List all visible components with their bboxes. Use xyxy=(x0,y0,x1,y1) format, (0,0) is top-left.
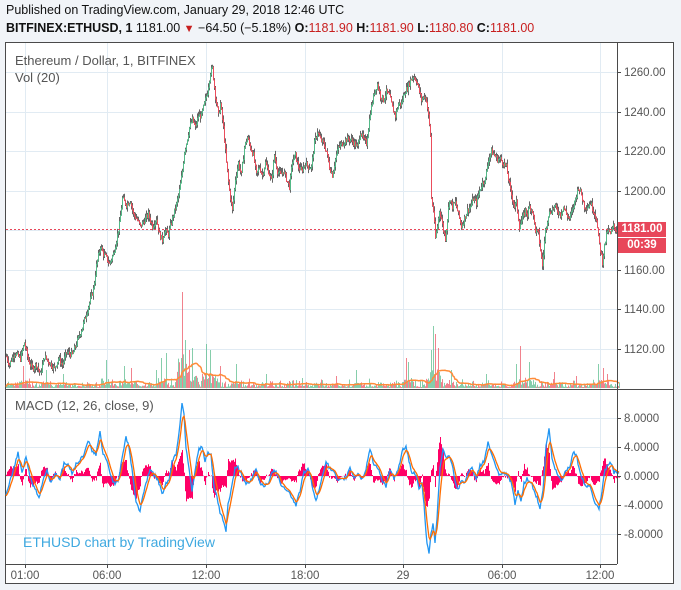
axes xyxy=(6,42,673,565)
open-value: 1181.90 xyxy=(308,21,353,35)
price-tick-label: 1160.00 xyxy=(624,265,665,277)
macd-tick-label: -8.0000 xyxy=(624,529,663,541)
symbol-label: BITFINEX:ETHUSD, 1 xyxy=(6,21,133,35)
macd-axis[interactable]: 8.0000 4.0000 0.0000 -4.0000 -8.0000 xyxy=(617,413,663,541)
chart-frame[interactable] xyxy=(5,42,674,584)
price-axis[interactable]: 1260.00 1240.00 1220.00 1200.00 1160.00 1140.… xyxy=(617,67,666,356)
price-tick-label: 1240.00 xyxy=(624,107,666,119)
symbol-bar: BITFINEX:ETHUSD, 1 1181.00 ▼ −64.50 (−5.… xyxy=(6,21,534,35)
countdown-tag: 00:39 xyxy=(618,238,666,253)
price-tag: 1181.00 xyxy=(618,222,666,237)
macd-tick-label: -4.0000 xyxy=(624,500,663,512)
macd-pane xyxy=(5,402,620,554)
macd-legend[interactable]: MACD (12, 26, close, 9) xyxy=(15,398,154,413)
series-legend[interactable]: Ethereum / Dollar, 1, BITFINEX xyxy=(15,53,196,68)
time-tick-label: 12:00 xyxy=(586,570,615,582)
low-value: 1180.80 xyxy=(429,21,474,35)
price-tick-label: 1200.00 xyxy=(624,186,666,198)
time-axis[interactable]: 01:00 06:00 12:00 18:00 29 06:00 12:00 xyxy=(11,564,615,582)
time-tick-label: 12:00 xyxy=(192,570,221,582)
time-tick-label: 29 xyxy=(397,570,410,582)
macd-tick-label: 4.0000 xyxy=(624,442,659,454)
close-value: 1181.00 xyxy=(489,21,535,35)
high-label: H: xyxy=(356,21,370,35)
price-tick-label: 1220.00 xyxy=(624,146,666,158)
low-label: L: xyxy=(417,21,430,35)
time-tick-label: 06:00 xyxy=(488,570,517,582)
high-value: 1181.90 xyxy=(369,21,414,35)
published-caption: Published on TradingView.com, January 29… xyxy=(6,3,345,17)
macd-tick-label: 0.0000 xyxy=(624,471,659,483)
volume-bars xyxy=(5,292,620,388)
last-price: 1181.00 xyxy=(135,21,181,35)
time-tick-label: 01:00 xyxy=(11,570,40,582)
open-label: O: xyxy=(294,21,309,35)
down-triangle-icon: ▼ xyxy=(183,23,195,35)
time-tick-label: 06:00 xyxy=(93,570,122,582)
price-change: −64.50 (−5.18%) xyxy=(198,21,292,35)
macd-tick-label: 8.0000 xyxy=(624,413,659,425)
price-tick-label: 1120.00 xyxy=(624,344,665,356)
watermark: ETHUSD chart by TradingView xyxy=(23,534,215,550)
price-candles xyxy=(6,64,620,376)
volume-legend[interactable]: Vol (20) xyxy=(15,70,60,85)
close-label: C: xyxy=(476,21,490,35)
price-tick-label: 1140.00 xyxy=(624,304,665,316)
price-tick-label: 1260.00 xyxy=(624,67,666,79)
time-tick-label: 18:00 xyxy=(291,570,320,582)
